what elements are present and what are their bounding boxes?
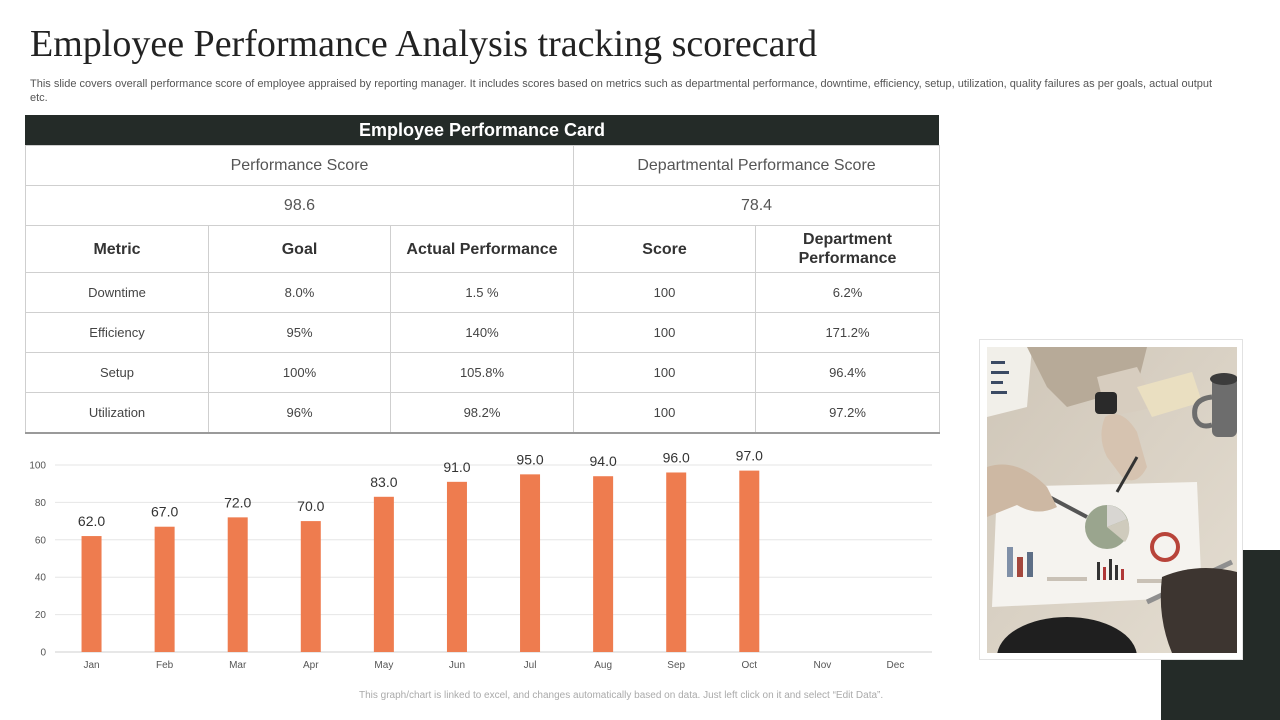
x-tick-label: Nov <box>813 660 831 671</box>
y-tick-label: 0 <box>40 648 46 659</box>
column-header-goal: Goal <box>208 225 391 273</box>
data-label: 95.0 <box>516 451 543 467</box>
bar-may <box>373 496 394 652</box>
table-cell: 96% <box>208 392 391 434</box>
y-tick-label: 20 <box>35 610 47 621</box>
table-cell: 105.8% <box>390 352 574 393</box>
table-row: Efficiency 95% 140% 100 171.2% <box>25 312 941 353</box>
performance-score-label: Performance Score <box>25 145 574 186</box>
column-header-score: Score <box>573 225 756 273</box>
departmental-score-label: Departmental Performance Score <box>572 145 941 186</box>
bar-jun <box>446 481 467 652</box>
data-label: 62.0 <box>78 513 105 529</box>
bar-apr <box>300 521 321 652</box>
table-cell: 97.2% <box>754 392 941 434</box>
y-tick-label: 60 <box>35 535 47 546</box>
table-cell: 100 <box>573 272 756 313</box>
monthly-performance-chart[interactable]: 0 20 40 60 80 100 62.0 Jan 67.0 Feb 72.0 Mar 70.0 Apr… <box>25 448 940 680</box>
bar-oct <box>739 470 760 652</box>
photo-frame <box>979 339 1243 660</box>
table-row: Setup 100% 105.8% 100 96.4% <box>25 352 941 393</box>
photo-illustration <box>987 347 1237 653</box>
data-label: 72.0 <box>224 494 251 510</box>
x-tick-label: Feb <box>156 660 174 671</box>
bar-sep <box>666 472 687 652</box>
table-cell: 171.2% <box>754 312 941 353</box>
table-cell: 6.2% <box>754 272 941 313</box>
table-cell: 100 <box>573 352 756 393</box>
card-header: Employee Performance Card <box>25 115 939 145</box>
bar-mar <box>227 517 248 652</box>
y-tick-label: 40 <box>35 573 47 584</box>
employee-performance-card: Employee Performance Card Performance Sc… <box>25 115 941 434</box>
page-subtitle: This slide covers overall performance sc… <box>30 78 1213 104</box>
x-tick-label: Aug <box>594 660 612 671</box>
bar-aug <box>593 476 614 652</box>
y-tick-label: 80 <box>35 498 47 509</box>
x-tick-label: Apr <box>303 660 319 671</box>
table-cell: 95% <box>208 312 391 353</box>
table-cell: Utilization <box>25 392 209 434</box>
chart-footnote: This graph/chart is linked to excel, and… <box>359 690 884 701</box>
bar-feb <box>154 526 175 652</box>
column-header-actual: Actual Performance <box>390 225 574 273</box>
bar-jul <box>520 474 541 652</box>
table-cell: Efficiency <box>25 312 209 353</box>
x-tick-label: Mar <box>229 660 247 671</box>
table-cell: 98.2% <box>390 392 574 434</box>
table-cell: 96.4% <box>754 352 941 393</box>
data-label: 70.0 <box>297 498 324 514</box>
chart-svg: 0 20 40 60 80 100 62.0 Jan 67.0 Feb 72.0 Mar 70.0 Apr… <box>29 448 932 671</box>
data-label: 97.0 <box>736 450 763 464</box>
x-tick-label: Oct <box>742 660 758 671</box>
business-meeting-photo <box>987 347 1237 653</box>
data-label: 67.0 <box>151 504 178 520</box>
x-tick-label: Sep <box>667 660 685 671</box>
table-cell: 140% <box>390 312 574 353</box>
column-header-department: Department Performance <box>754 225 941 273</box>
x-tick-label: May <box>374 660 393 671</box>
performance-table: Performance Score Departmental Performan… <box>25 145 941 434</box>
bar-jan <box>81 536 102 652</box>
table-cell: 8.0% <box>208 272 391 313</box>
x-tick-label: Jul <box>524 660 537 671</box>
table-cell: 100 <box>573 392 756 434</box>
data-label: 91.0 <box>443 459 470 475</box>
data-label: 94.0 <box>590 453 617 469</box>
x-tick-label: Jun <box>449 660 465 671</box>
x-tick-label: Jan <box>83 660 99 671</box>
table-row: Utilization 96% 98.2% 100 97.2% <box>25 392 941 434</box>
data-label: 96.0 <box>663 450 690 465</box>
departmental-score-value: 78.4 <box>572 185 941 226</box>
table-cell: Downtime <box>25 272 209 313</box>
table-row: Downtime 8.0% 1.5 % 100 6.2% <box>25 272 941 313</box>
table-cell: 1.5 % <box>390 272 574 313</box>
column-header-metric: Metric <box>25 225 209 273</box>
table-cell: 100% <box>208 352 391 393</box>
data-label: 83.0 <box>370 474 397 490</box>
y-tick-label: 100 <box>29 461 46 472</box>
performance-score-value: 98.6 <box>25 185 574 226</box>
x-tick-label: Dec <box>887 660 905 671</box>
table-cell: 100 <box>573 312 756 353</box>
page-title: Employee Performance Analysis tracking s… <box>30 23 818 65</box>
table-cell: Setup <box>25 352 209 393</box>
